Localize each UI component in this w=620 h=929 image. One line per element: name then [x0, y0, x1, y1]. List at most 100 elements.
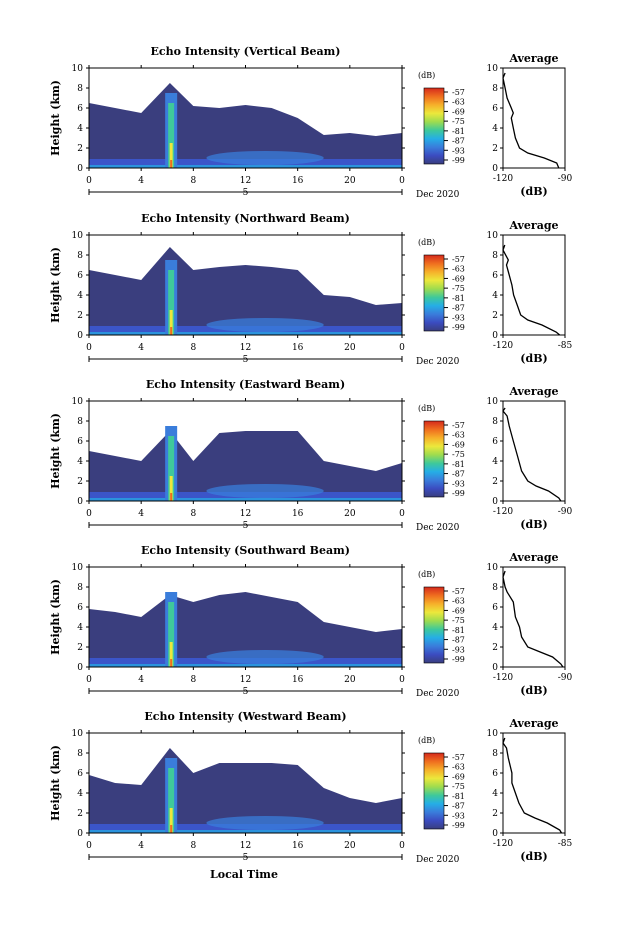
- y-axis-label: Height (km): [49, 579, 62, 655]
- day-label: 5: [243, 188, 249, 198]
- average-x-label: (dB): [520, 684, 547, 697]
- convective-column-mid: [168, 270, 175, 335]
- y-tick-label: 4: [77, 291, 83, 301]
- y-tick-label: 4: [77, 457, 83, 467]
- convective-column-peak: [170, 659, 173, 667]
- date-label: Dec 2020: [416, 855, 460, 865]
- average-y-tick-label: 2: [492, 311, 498, 321]
- x-tick-label: 12: [240, 675, 251, 685]
- surface-echo-band: [89, 165, 402, 168]
- midday-echo: [206, 650, 324, 664]
- average-x-label: (dB): [520, 352, 547, 365]
- surface-echo-band: [89, 664, 402, 667]
- x-tick-label: 8: [190, 509, 196, 519]
- convective-column-mid: [168, 436, 175, 501]
- average-x-tick-label: -90: [558, 507, 573, 517]
- x-tick-label: 20: [344, 509, 356, 519]
- average-y-tick-label: 10: [487, 231, 499, 241]
- average-y-tick-label: 6: [492, 769, 498, 779]
- average-frame: [502, 566, 566, 668]
- colorbar-tick-label: -93: [452, 811, 465, 820]
- x-tick-label: 16: [292, 841, 304, 851]
- average-title: Average: [508, 219, 558, 232]
- average-x-tick-label: -85: [558, 839, 573, 849]
- y-axis-label: Height (km): [49, 413, 62, 489]
- average-y-tick-label: 0: [492, 164, 498, 174]
- x-tick-label: 16: [292, 343, 304, 353]
- average-y-tick-label: 2: [492, 643, 498, 653]
- average-title: Average: [508, 717, 558, 730]
- colorbar-tick-label: -99: [452, 156, 465, 165]
- colorbar-tick-label: -69: [452, 107, 465, 116]
- x-tick-label: 20: [344, 841, 356, 851]
- convective-column-peak: [170, 327, 173, 335]
- colorbar-tick-label: -87: [452, 137, 465, 146]
- colorbar-tick-label: -57: [452, 753, 465, 762]
- y-axis-label: Height (km): [49, 745, 62, 821]
- colorbar: [423, 87, 445, 165]
- y-tick-label: 2: [77, 311, 83, 321]
- colorbar-tick-label: -99: [452, 323, 465, 332]
- average-y-tick-label: 0: [492, 829, 498, 839]
- x-tick-label: 0: [399, 675, 405, 685]
- colorbar-tick-label: -63: [452, 98, 465, 107]
- colorbar: [423, 586, 445, 664]
- day-label: 5: [243, 355, 249, 365]
- average-y-tick-label: 2: [492, 144, 498, 154]
- x-tick-label: 8: [190, 343, 196, 353]
- convective-column-mid: [168, 103, 175, 168]
- colorbar-tick-label: -69: [452, 440, 465, 449]
- y-tick-label: 8: [77, 749, 83, 759]
- midday-echo: [206, 816, 324, 830]
- x-tick-label: 12: [240, 841, 251, 851]
- colorbar-tick-label: -69: [452, 772, 465, 781]
- midday-echo: [206, 318, 324, 332]
- colorbar-tick-label: -93: [452, 479, 465, 488]
- average-x-tick-label: -120: [493, 174, 513, 184]
- colorbar-tick-label: -63: [452, 265, 465, 274]
- day-label: 5: [243, 853, 249, 863]
- average-x-label: (dB): [520, 850, 547, 863]
- x-tick-label: 0: [86, 509, 92, 519]
- average-frame: [502, 400, 566, 502]
- average-y-tick-label: 0: [492, 663, 498, 673]
- colorbar-tick-label: -69: [452, 274, 465, 283]
- day-label: 5: [243, 521, 249, 531]
- colorbar-tick-label: -63: [452, 597, 465, 606]
- average-panel-1: Average 0 2 4 6 8 10 -120 -85 (dB): [487, 219, 573, 365]
- y-tick-label: 6: [77, 104, 83, 114]
- average-profile-line: [502, 244, 561, 336]
- x-tick-label: 16: [292, 509, 304, 519]
- date-label: Dec 2020: [416, 190, 460, 200]
- average-y-tick-label: 8: [492, 417, 498, 427]
- average-y-tick-label: 10: [487, 64, 499, 74]
- x-tick-label: 0: [86, 343, 92, 353]
- colorbar-tick-label: -63: [452, 431, 465, 440]
- average-y-tick-label: 4: [492, 457, 498, 467]
- y-tick-label: 6: [77, 437, 83, 447]
- panel-title: Echo Intensity (Westward Beam): [144, 710, 346, 723]
- x-tick-label: 8: [190, 675, 196, 685]
- colorbar-tick-label: -63: [452, 763, 465, 772]
- convective-column-core: [169, 808, 173, 833]
- average-title: Average: [508, 551, 558, 564]
- day-label: 5: [243, 687, 249, 697]
- colorbar-tick-label: -93: [452, 146, 465, 155]
- average-title: Average: [508, 385, 558, 398]
- colorbar-tick-label: -99: [452, 655, 465, 664]
- convective-column-core: [169, 476, 173, 501]
- average-frame: [502, 234, 566, 336]
- colorbar-unit: (dB): [418, 238, 435, 247]
- colorbar: [423, 752, 445, 830]
- average-x-tick-label: -85: [558, 341, 573, 351]
- colorbar-tick-label: -75: [452, 450, 465, 459]
- heatmap-panel-2: Echo Intensity (Eastward Beam) 0 2 4 6 8 10 0 4 8…: [49, 378, 465, 533]
- y-tick-label: 2: [77, 144, 83, 154]
- average-y-tick-label: 8: [492, 749, 498, 759]
- heatmap-panel-4: Echo Intensity (Westward Beam) 0 2 4 6 8 10 0 4 8…: [49, 710, 465, 865]
- y-tick-label: 0: [77, 497, 83, 507]
- average-y-tick-label: 4: [492, 789, 498, 799]
- average-y-tick-label: 6: [492, 104, 498, 114]
- heatmap-panel-1: Echo Intensity (Northward Beam) 0 2 4 6 8 10 0 4…: [49, 212, 465, 367]
- convective-column-mid: [168, 602, 175, 667]
